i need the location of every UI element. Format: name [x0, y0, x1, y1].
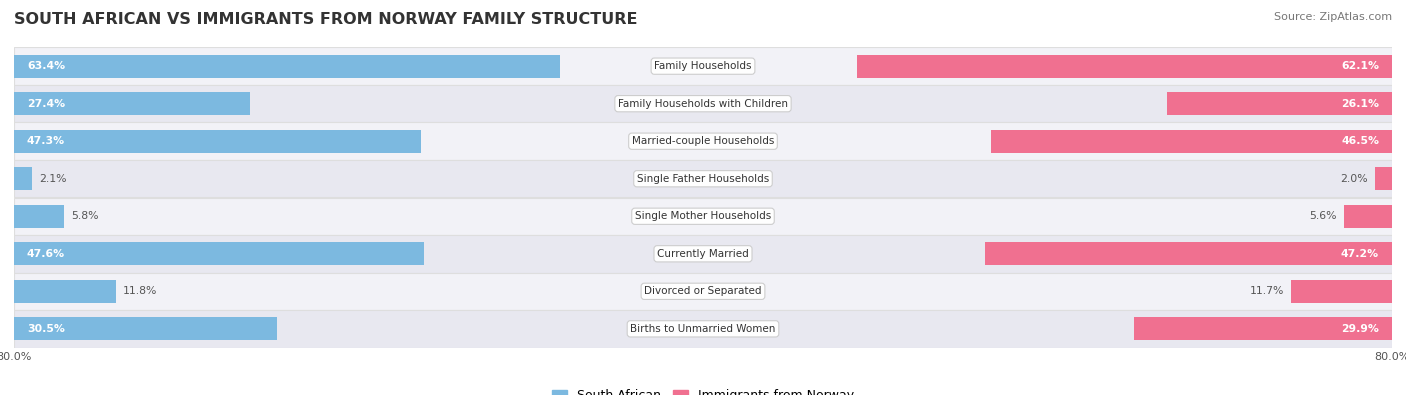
Bar	[1291, 280, 1392, 303]
Bar	[14, 122, 1392, 160]
Text: 29.9%: 29.9%	[1341, 324, 1379, 334]
Text: 11.7%: 11.7%	[1250, 286, 1284, 296]
Text: Source: ZipAtlas.com: Source: ZipAtlas.com	[1274, 12, 1392, 22]
Text: Births to Unmarried Women: Births to Unmarried Women	[630, 324, 776, 334]
Text: Divorced or Separated: Divorced or Separated	[644, 286, 762, 296]
Bar	[14, 235, 1392, 273]
Bar	[14, 160, 1392, 198]
Bar	[14, 130, 422, 153]
Bar	[14, 317, 277, 340]
Bar	[14, 205, 65, 228]
Bar	[14, 310, 1392, 348]
Bar	[14, 167, 32, 190]
Text: 47.6%: 47.6%	[27, 249, 65, 259]
Bar	[986, 242, 1392, 265]
Bar	[1344, 205, 1392, 228]
Text: Single Mother Households: Single Mother Households	[636, 211, 770, 221]
Text: 63.4%: 63.4%	[27, 61, 65, 71]
Bar	[14, 92, 250, 115]
Text: 2.0%: 2.0%	[1340, 174, 1368, 184]
Text: 47.2%: 47.2%	[1341, 249, 1379, 259]
Text: 30.5%: 30.5%	[27, 324, 65, 334]
Text: Currently Married: Currently Married	[657, 249, 749, 259]
Text: Family Households with Children: Family Households with Children	[619, 99, 787, 109]
Bar	[991, 130, 1392, 153]
Text: 5.6%: 5.6%	[1309, 211, 1337, 221]
Text: 62.1%: 62.1%	[1341, 61, 1379, 71]
Bar	[1167, 92, 1392, 115]
Bar	[14, 242, 425, 265]
Text: Single Father Households: Single Father Households	[637, 174, 769, 184]
Bar	[858, 55, 1392, 78]
Text: 47.3%: 47.3%	[27, 136, 65, 146]
Bar	[14, 85, 1392, 122]
Text: 26.1%: 26.1%	[1341, 99, 1379, 109]
Bar	[14, 273, 1392, 310]
Text: Family Households: Family Households	[654, 61, 752, 71]
Bar	[14, 47, 1392, 85]
Text: 2.1%: 2.1%	[39, 174, 66, 184]
Legend: South African, Immigrants from Norway: South African, Immigrants from Norway	[547, 384, 859, 395]
Bar	[14, 280, 115, 303]
Text: 27.4%: 27.4%	[27, 99, 65, 109]
Text: 46.5%: 46.5%	[1341, 136, 1379, 146]
Bar	[14, 198, 1392, 235]
Text: 11.8%: 11.8%	[122, 286, 157, 296]
Text: SOUTH AFRICAN VS IMMIGRANTS FROM NORWAY FAMILY STRUCTURE: SOUTH AFRICAN VS IMMIGRANTS FROM NORWAY …	[14, 12, 637, 27]
Text: Married-couple Households: Married-couple Households	[631, 136, 775, 146]
Bar	[1375, 167, 1392, 190]
Bar	[14, 55, 560, 78]
Bar	[1135, 317, 1392, 340]
Text: 5.8%: 5.8%	[70, 211, 98, 221]
